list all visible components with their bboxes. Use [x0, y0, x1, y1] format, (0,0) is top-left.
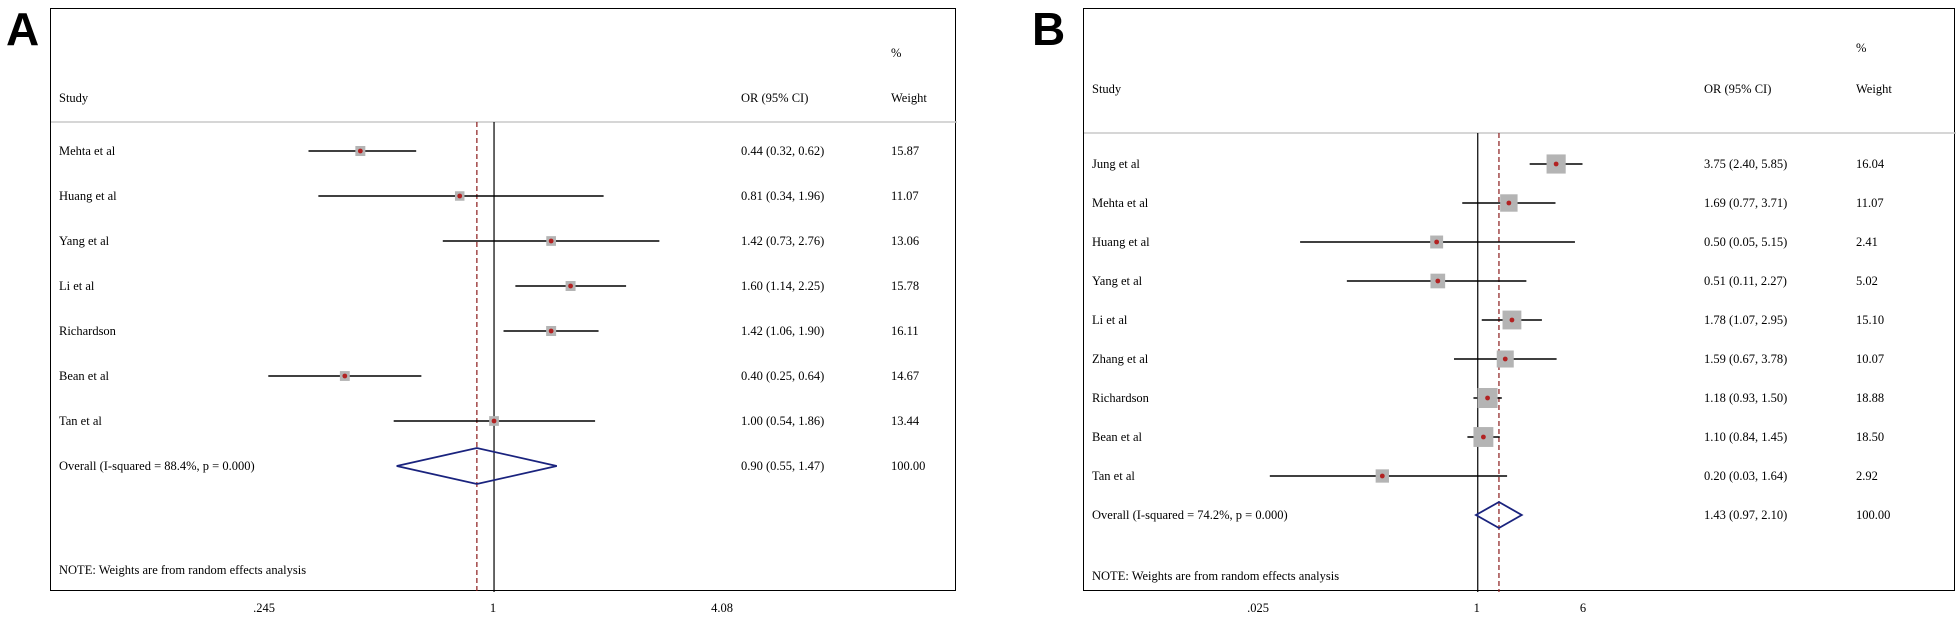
point-estimate [1434, 239, 1440, 245]
forest-plot-panel-a: % Study OR (95% CI) Weight NOTE: Weights… [50, 8, 957, 592]
forest-plot-panel-b: % Study OR (95% CI) Weight NOTE: Weights… [1083, 8, 1956, 592]
point-estimate [1553, 161, 1559, 167]
point-estimate [491, 418, 497, 424]
weight-value: 16.11 [891, 324, 919, 338]
or-ci-value: 1.42 (1.06, 1.90) [741, 324, 825, 338]
point-estimate [1379, 473, 1385, 479]
study-label: Tan et al [59, 414, 102, 428]
study-label: Jung et al [1092, 157, 1140, 171]
weight-value: 16.04 [1856, 157, 1885, 171]
study-column-header: Study [59, 91, 89, 105]
point-estimate [1435, 278, 1441, 284]
study-label: Bean et al [59, 369, 109, 383]
point-estimate [1509, 317, 1515, 323]
overall-or-ci-value: 0.90 (0.55, 1.47) [741, 459, 825, 473]
x-tick-label: .245 [253, 601, 275, 615]
or-ci-value: 1.69 (0.77, 3.71) [1704, 196, 1788, 210]
or-ci-value: 3.75 (2.40, 5.85) [1704, 157, 1788, 171]
point-estimate [548, 238, 554, 244]
weight-column-header: Weight [1856, 82, 1892, 96]
panel-b-letter: B [1032, 3, 1066, 55]
point-estimate [342, 373, 348, 379]
weight-percent-header: % [1856, 41, 1867, 55]
weight-value: 5.02 [1856, 274, 1878, 288]
study-label: Li et al [59, 279, 95, 293]
study-label: Mehta et al [59, 144, 116, 158]
point-estimate [1485, 395, 1490, 401]
overall-weight-value: 100.00 [891, 459, 926, 473]
or-ci-value: 1.60 (1.14, 2.25) [741, 279, 825, 293]
weight-value: 15.10 [1856, 313, 1885, 327]
or-ci-value: 0.40 (0.25, 0.64) [741, 369, 825, 383]
panel-a-letter: A [6, 3, 40, 55]
weight-value: 13.44 [891, 414, 920, 428]
study-label: Li et al [1092, 313, 1128, 327]
or-ci-value: 1.10 (0.84, 1.45) [1704, 430, 1788, 444]
weight-value: 11.07 [1856, 196, 1884, 210]
point-estimate [1502, 356, 1508, 362]
weight-value: 11.07 [891, 189, 919, 203]
or-ci-value: 1.00 (0.54, 1.86) [741, 414, 825, 428]
random-effects-note: NOTE: Weights are from random effects an… [59, 563, 307, 577]
overall-weight-value: 100.00 [1856, 508, 1891, 522]
random-effects-note: NOTE: Weights are from random effects an… [1092, 569, 1340, 583]
study-label: Zhang et al [1092, 352, 1149, 366]
weight-value: 2.41 [1856, 235, 1878, 249]
or-ci-value: 0.51 (0.11, 2.27) [1704, 274, 1787, 288]
overall-label: Overall (I-squared = 74.2%, p = 0.000) [1092, 508, 1288, 522]
weight-percent-header: % [891, 46, 902, 60]
or-ci-value: 0.20 (0.03, 1.64) [1704, 469, 1788, 483]
point-estimate [357, 148, 363, 154]
x-tick-label: 1 [489, 601, 497, 615]
study-label: Tan et al [1092, 469, 1135, 483]
weight-value: 15.87 [891, 144, 920, 158]
study-label: Mehta et al [1092, 196, 1149, 210]
study-label: Huang et al [59, 189, 117, 203]
weight-value: 18.88 [1856, 391, 1885, 405]
overall-diamond [396, 447, 557, 485]
study-label: Richardson [59, 324, 116, 338]
study-column-header: Study [1092, 82, 1122, 96]
or-ci-value: 1.78 (1.07, 2.95) [1704, 313, 1788, 327]
or-ci-value: 0.50 (0.05, 5.15) [1704, 235, 1788, 249]
study-label: Richardson [1092, 391, 1149, 405]
weight-column-header: Weight [891, 91, 927, 105]
point-estimate [457, 193, 463, 199]
overall-or-ci-value: 1.43 (0.97, 2.10) [1704, 508, 1788, 522]
weight-value: 2.92 [1856, 469, 1878, 483]
weight-value: 13.06 [891, 234, 920, 248]
forest-plot-a [51, 121, 957, 592]
overall-label: Overall (I-squared = 88.4%, p = 0.000) [59, 459, 255, 473]
point-estimate [568, 283, 573, 289]
weight-value: 10.07 [1856, 352, 1885, 366]
x-tick-label: 1 [1473, 601, 1480, 615]
study-label: Huang et al [1092, 235, 1150, 249]
study-label: Yang et al [1092, 274, 1143, 288]
weight-value: 14.67 [891, 369, 920, 383]
point-estimate [1481, 434, 1486, 440]
point-estimate [1506, 200, 1512, 206]
study-label: Bean et al [1092, 430, 1142, 444]
x-tick-label: .025 [1247, 601, 1269, 615]
or-ci-value: 1.59 (0.67, 3.78) [1704, 352, 1788, 366]
weight-value: 18.50 [1856, 430, 1885, 444]
or-ci-column-header: OR (95% CI) [1704, 82, 1772, 96]
study-label: Yang et al [59, 234, 110, 248]
or-ci-value: 1.42 (0.73, 2.76) [741, 234, 825, 248]
x-tick-label: 4.08 [711, 601, 733, 615]
or-ci-column-header: OR (95% CI) [741, 91, 809, 105]
x-tick-label: 6 [1579, 601, 1587, 615]
or-ci-value: 1.18 (0.93, 1.50) [1704, 391, 1788, 405]
forest-plot-b [1084, 132, 1956, 592]
or-ci-value: 0.81 (0.34, 1.96) [741, 189, 825, 203]
overall-diamond [1474, 500, 1524, 530]
weight-value: 15.78 [891, 279, 920, 293]
or-ci-value: 0.44 (0.32, 0.62) [741, 144, 825, 158]
point-estimate [548, 328, 554, 334]
